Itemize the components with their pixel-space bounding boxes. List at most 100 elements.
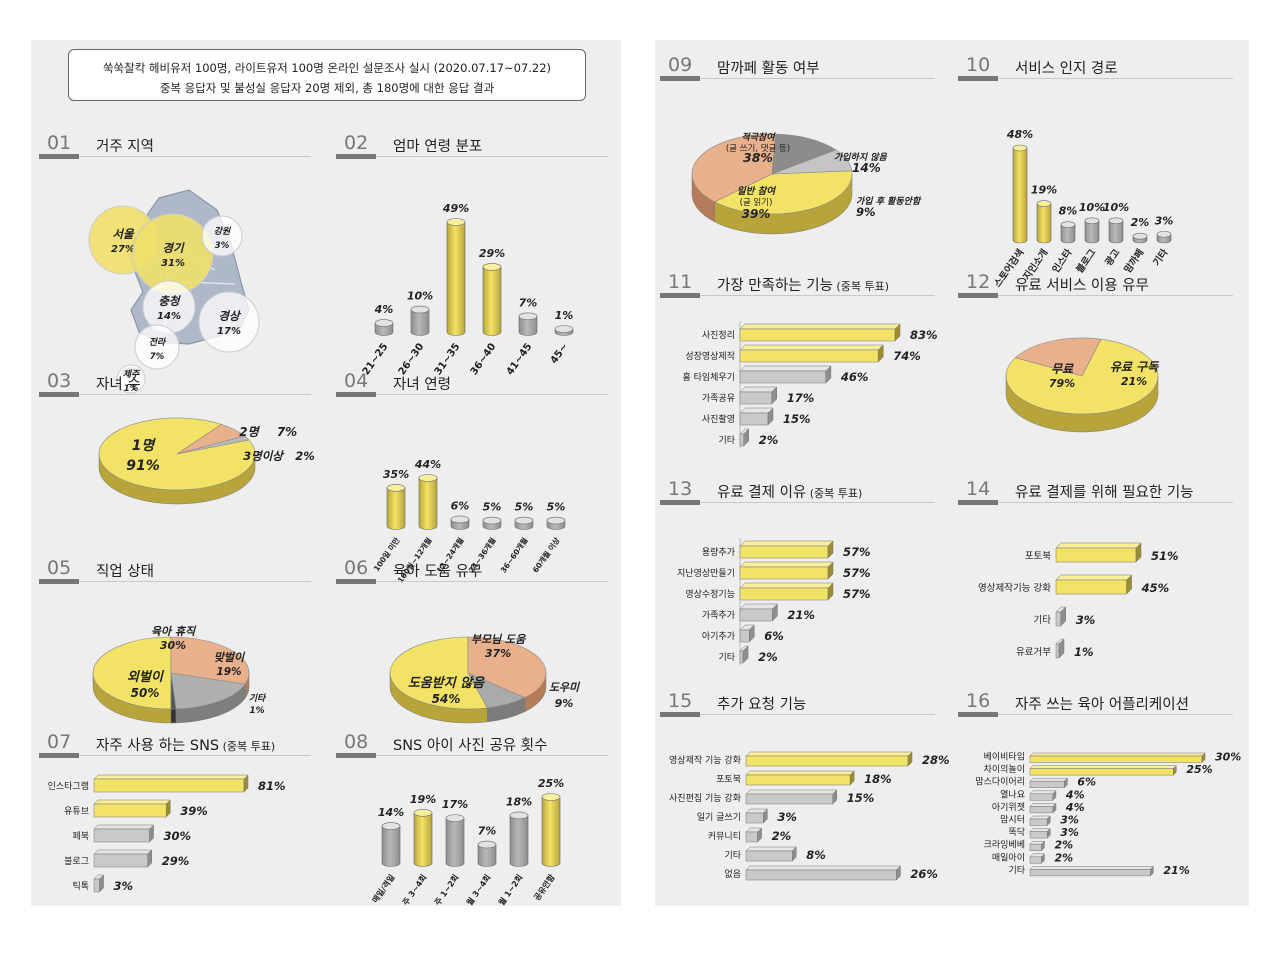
data-label: 15% [847,791,875,805]
data-label: 44% [414,458,441,471]
section-accent-bar [958,500,998,505]
data-label: 2% [758,650,778,664]
bar [445,814,465,867]
section-title: 맘까페 활동 여부 [717,57,820,78]
chart-08: 14% 매일/격일 19% 주 3~4회 17% 주 1~2회 7% 월 3~4회 18% 월 1… [370,777,564,906]
section-title-text: 엄마 연령 분포 [393,139,483,155]
bar [745,846,797,862]
slice-label: 가입하지 않음 [834,152,888,163]
region-value: 3% [215,241,230,251]
bar-group [1012,144,1172,244]
category-label: 영상제작 기능 강화 [669,755,741,766]
section-childcare-help: 06 육아 도움 유무 도움받지 않음 54% 부모님 도움 37% 도우미 9% [336,557,608,727]
data-label: 28% [922,753,950,767]
data-label: 19% [1031,184,1057,197]
section-divider [336,581,608,582]
tick-label: 광고 [1103,247,1123,268]
section-title-note: (중복 투표) [219,740,276,753]
bar [518,312,538,336]
pie-slice [170,672,177,710]
section-service-channel: 10 서비스 인지 경로 48% 스토어검색 19% 지인소개 8% 인스타 10% 블로그 10%… [958,54,1233,290]
section-title: 유료 서비스 이용 유무 [1015,274,1149,295]
section-children-count: 03 자녀 수 1명 91% 2명 7% 3명이상 2% [39,370,315,550]
bar [1029,764,1177,776]
chart-03: 1명 91% 2명 7% 3명이상 2% [98,417,315,505]
section-sns-share: 08 SNS 아이 사진 공유 횟수 14% 매일/격일 19% 주 3~4회 17% 주 1… [336,731,608,906]
category-label: 없음 [724,869,741,880]
category-label: 가족공유 [702,393,735,404]
category-label: 영상제작기능 강화 [978,583,1051,594]
data-label: 10% [1103,201,1129,214]
bar [1156,230,1172,244]
data-label: 4% [374,303,394,316]
slice-value: 37% [485,647,511,660]
bar [739,540,834,559]
category-label: 사진촬영 [702,414,735,425]
category-label: 블로그 [64,856,89,867]
data-label: 6% [1077,776,1096,789]
bar [1055,574,1133,595]
bar [93,849,153,868]
bar [482,263,502,336]
region-name: 전라 [149,337,167,348]
bar [739,624,755,643]
pie-slice [170,636,250,685]
category-label: 기타 [1034,615,1052,626]
pie-slice [389,636,488,710]
category-label: 사진편집 기능 강화 [669,792,741,804]
region-value: 1% [124,384,139,394]
category-label: 똑닥 [1008,827,1025,838]
slice-value: 91% [126,458,160,474]
data-label: 45% [1141,581,1170,595]
bar [1036,200,1052,244]
bar [1132,232,1148,244]
section-divider [660,502,935,503]
pie-slice [713,170,853,215]
data-label: 26% [910,867,938,881]
section-divider [336,394,608,395]
data-label: 6% [764,629,784,643]
category-label: 매일아이 [992,852,1025,863]
section-number: 01 [47,132,72,154]
category-label: 틱톡 [72,880,89,892]
section-number: 04 [344,370,369,392]
data-label: 51% [1151,549,1179,563]
section-number: 06 [344,557,369,579]
data-label: 21% [1163,864,1189,877]
pie [389,636,547,724]
section-accent-bar [336,753,376,758]
bar-group [381,793,561,867]
section-header: 09 맘까페 활동 여부 [660,54,935,88]
section-title: SNS 아이 사진 공유 횟수 [393,734,547,755]
tick-label: 45~ [549,341,571,366]
region-bubble [198,291,260,353]
section-title: 가장 만족하는 기능 (중복 투표) [717,274,889,295]
data-label: 25% [1186,763,1212,776]
section-title-text: 자주 사용 하는 SNS [96,738,220,754]
bar [1055,542,1142,563]
bar [1029,802,1057,814]
section-header: 03 자녀 수 [39,370,311,404]
section-title-text: 거주 지역 [96,139,154,155]
data-label: 8% [806,848,826,862]
data-label: 3% [1155,214,1174,227]
bar [739,386,778,405]
category-label: 아기위젯 [992,802,1025,813]
section-title-text: 유료 결제 이유 [717,485,807,501]
section-divider [958,714,1233,715]
slice-value: 9% [856,205,876,219]
section-divider [39,755,311,756]
data-label: 8% [1059,205,1078,218]
bar [413,809,433,867]
slice-value: 54% [432,692,461,706]
section-number: 15 [668,690,693,712]
section-header: 10 서비스 인지 경로 [958,54,1233,88]
section-header: 02 엄마 연령 분포 [336,132,608,166]
region-name: 경상 [218,309,242,323]
bar [745,770,855,786]
section-paid-needed: 14 유료 결제를 위해 필요한 기능 포토북 51% 영상제작기능 강화 45% 기타 3%… [958,478,1233,678]
data-label: 1% [1074,645,1094,659]
category-label: 크라잉베베 [984,839,1025,851]
